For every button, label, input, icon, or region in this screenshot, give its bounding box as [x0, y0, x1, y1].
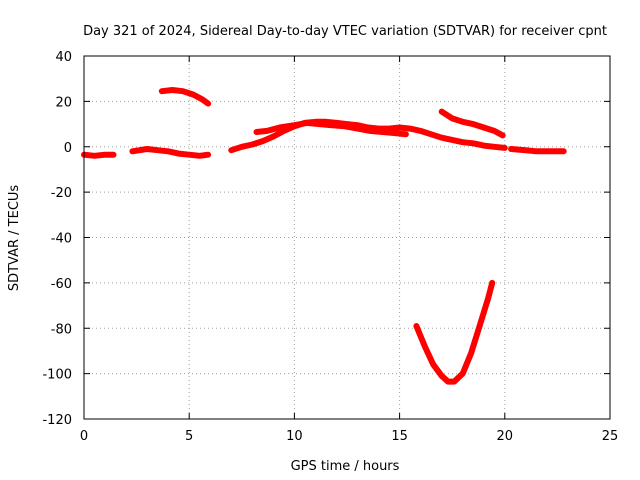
y-tick-label: -120 [42, 413, 72, 428]
x-tick-label: 25 [602, 429, 619, 444]
plot-frame [83, 55, 611, 420]
series-line-seg-3 [158, 87, 212, 107]
series-line-seg-8 [413, 279, 496, 385]
series-line-seg-2 [129, 146, 212, 159]
series-group [81, 87, 567, 385]
x-axis-label: GPS time / hours [291, 459, 400, 474]
y-axis-label: SDTVAR / TECUs [7, 185, 22, 292]
y-tick-label: -100 [42, 368, 72, 383]
series-line-seg-1 [81, 151, 117, 159]
series-line-seg-6 [438, 108, 506, 139]
series-line-seg-4 [228, 118, 508, 154]
y-tick-label: -20 [51, 186, 72, 201]
x-tick-label: 0 [80, 429, 88, 444]
chart-title: Day 321 of 2024, Sidereal Day-to-day VTE… [83, 24, 607, 39]
y-axis-ticks: -120 -100 -80 -60 -40 -20 0 20 40 [42, 50, 610, 428]
x-tick-label: 20 [497, 429, 514, 444]
series-line-seg-5 [253, 119, 409, 138]
y-tick-label: -80 [51, 322, 72, 337]
x-axis-ticks: 0 5 10 15 20 25 [80, 56, 618, 444]
x-tick-label: 15 [391, 429, 408, 444]
y-tick-label: 0 [64, 141, 72, 156]
series-line-seg-7 [508, 146, 567, 155]
x-tick-label: 10 [286, 429, 303, 444]
grid [84, 56, 610, 419]
y-tick-label: 20 [55, 95, 72, 110]
y-tick-label: -40 [51, 232, 72, 247]
y-tick-label: 40 [55, 50, 72, 65]
y-tick-label: -60 [51, 277, 72, 292]
x-tick-label: 5 [185, 429, 193, 444]
